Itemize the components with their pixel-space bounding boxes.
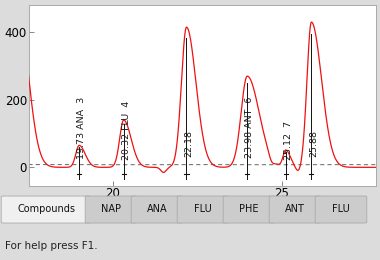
Text: For help press F1.: For help press F1. bbox=[5, 241, 97, 251]
FancyBboxPatch shape bbox=[269, 196, 321, 223]
Text: FLU: FLU bbox=[194, 204, 212, 214]
Text: FLU: FLU bbox=[332, 204, 350, 214]
Text: 20.32 FLU  4: 20.32 FLU 4 bbox=[122, 101, 131, 160]
FancyBboxPatch shape bbox=[1, 196, 91, 223]
Text: NAP: NAP bbox=[101, 204, 121, 214]
Text: Compounds: Compounds bbox=[17, 204, 75, 214]
FancyBboxPatch shape bbox=[177, 196, 229, 223]
FancyBboxPatch shape bbox=[85, 196, 137, 223]
FancyBboxPatch shape bbox=[131, 196, 183, 223]
FancyBboxPatch shape bbox=[315, 196, 367, 223]
Text: 25.12  7: 25.12 7 bbox=[284, 121, 293, 160]
Text: PHE: PHE bbox=[239, 204, 259, 214]
FancyBboxPatch shape bbox=[223, 196, 275, 223]
Text: 23.98 ANT  6: 23.98 ANT 6 bbox=[245, 96, 255, 158]
Text: 19.73 ANA  3: 19.73 ANA 3 bbox=[78, 97, 86, 159]
Text: 22.18: 22.18 bbox=[185, 130, 194, 157]
Text: ANA: ANA bbox=[147, 204, 167, 214]
Text: ANT: ANT bbox=[285, 204, 305, 214]
Text: 25.88: 25.88 bbox=[310, 130, 318, 157]
